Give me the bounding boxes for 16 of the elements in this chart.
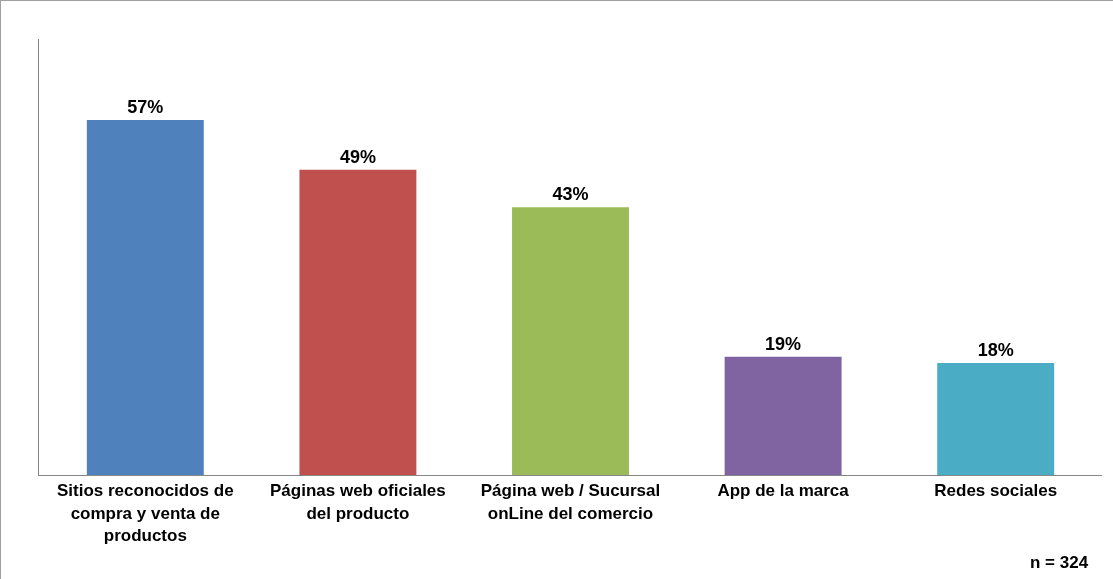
data-label: 49%: [339, 146, 376, 167]
bar: [937, 362, 1055, 475]
bar: [86, 119, 204, 475]
x-tick-label: App de la marca: [717, 481, 850, 501]
x-tick-label: Página web / Sucursal onLine del comercio: [480, 481, 661, 523]
bar: [299, 169, 417, 475]
text: n = 324: [1030, 553, 1089, 572]
x-tick-label: Sitios reconocidos de compra y venta de productos: [56, 481, 234, 545]
x-tick-label: Redes sociales: [934, 481, 1058, 501]
bar: [512, 207, 629, 475]
data-label: 57%: [127, 96, 164, 117]
data-label: 18%: [977, 339, 1014, 360]
x-tick-label: Páginas web oficiales del producto: [270, 481, 446, 523]
data-label: 19%: [765, 333, 802, 354]
data-label: 43%: [552, 184, 589, 205]
bar: [724, 356, 842, 475]
